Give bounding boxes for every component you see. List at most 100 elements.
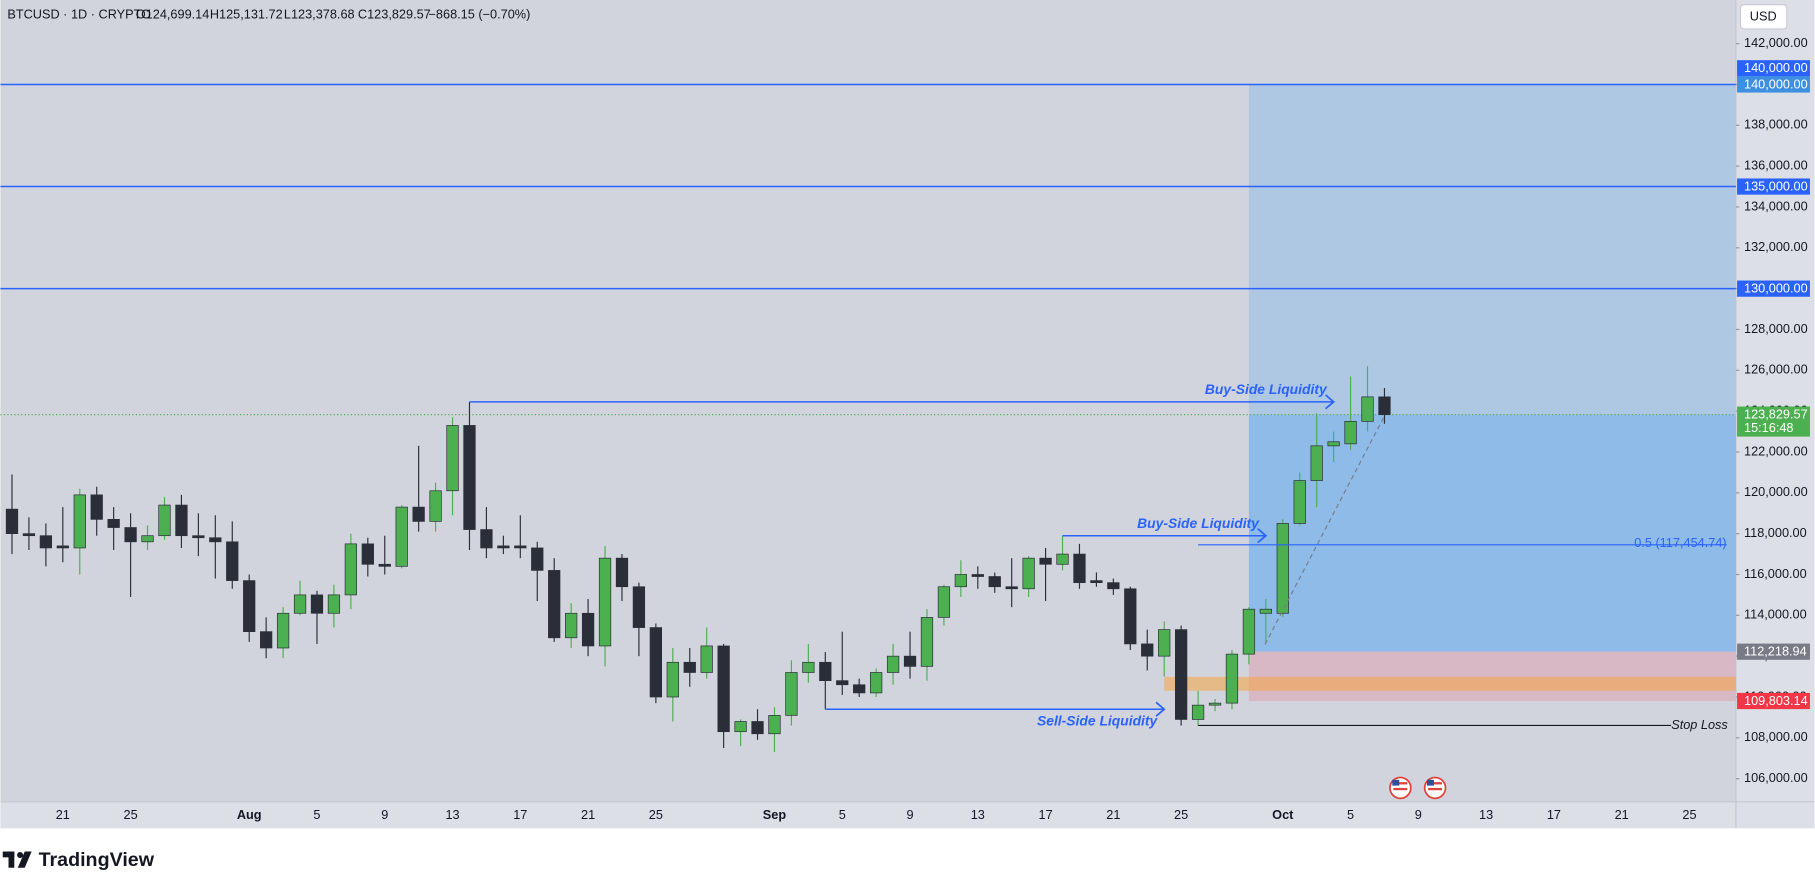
y-tick-label: 136,000.00 xyxy=(1744,157,1808,172)
entry-badge xyxy=(1737,643,1810,660)
x-tick-label: 13 xyxy=(1479,807,1493,822)
currency-button[interactable] xyxy=(1739,4,1788,30)
y-tick-label: 116,000.00 xyxy=(1744,566,1807,581)
candle-body xyxy=(1158,629,1171,657)
y-tick-label: 122,000.00 xyxy=(1744,443,1808,458)
x-tick-label: 25 xyxy=(649,807,663,822)
countdown-label: 15:16:48 xyxy=(1744,420,1794,435)
candle-body xyxy=(327,594,341,614)
candle-body xyxy=(446,425,459,492)
candle-body xyxy=(1242,608,1256,655)
symbol-header: BTCUSD · 1D · CRYPTO O124,699.14 H125,13… xyxy=(7,6,530,21)
logo-part xyxy=(8,851,15,868)
candle-body xyxy=(1378,396,1391,415)
candle-body xyxy=(429,490,442,522)
event-flags xyxy=(1389,776,1447,800)
brand[interactable]: TradingView xyxy=(39,849,155,871)
candle-body xyxy=(1344,421,1357,445)
footer xyxy=(0,828,1815,877)
x-tick-label: 9 xyxy=(381,807,388,822)
candle-body xyxy=(666,661,679,698)
target-zone xyxy=(1248,84,1736,415)
candle-body xyxy=(700,645,713,673)
candle-body xyxy=(615,557,629,588)
candle-body xyxy=(1022,557,1035,590)
y-tick-label: 128,000.00 xyxy=(1744,321,1808,336)
symbol[interactable]: BTCUSD · 1D · CRYPTO xyxy=(7,6,151,21)
y-tick-label: 108,000.00 xyxy=(1744,729,1808,744)
ohlc-close: C123,829.57 xyxy=(358,6,431,21)
candle-body xyxy=(971,574,984,577)
level-badge-label: 140,000.00 xyxy=(1744,60,1808,75)
x-tick-label: 5 xyxy=(313,807,320,822)
brand-logo: TradingView xyxy=(2,849,155,871)
logo-part xyxy=(17,852,24,859)
candle-body xyxy=(1225,653,1239,704)
current-price-badge xyxy=(1737,406,1810,437)
candle-body xyxy=(1039,557,1052,565)
candle-body xyxy=(56,545,69,549)
candle-body xyxy=(988,576,1001,588)
candle-body xyxy=(870,672,883,694)
candle-body xyxy=(344,543,358,596)
candle-body xyxy=(1191,704,1205,720)
drawing-layer: Buy-Side Liquidity Buy-Side Liquidity Sell… xyxy=(0,35,1810,822)
level-badge xyxy=(1737,280,1810,297)
x-tick-label: 25 xyxy=(1174,807,1188,822)
candle-body xyxy=(751,721,764,735)
candle-body xyxy=(598,557,612,647)
level-badge xyxy=(1737,178,1810,195)
y-tick-label: 114,000.00 xyxy=(1744,607,1807,622)
level-badge-label: 130,000.00 xyxy=(1744,281,1808,296)
y-tick-label: 106,000.00 xyxy=(1744,770,1808,785)
ohlc-low: L123,378.68 xyxy=(284,6,355,21)
candle-body xyxy=(717,645,730,733)
candle-body xyxy=(1259,608,1272,614)
stop-badge-label: 109,803.14 xyxy=(1744,693,1808,708)
stop-badge xyxy=(1737,692,1810,710)
target-badge xyxy=(1737,76,1810,93)
candle-body xyxy=(1208,702,1222,706)
candle-body xyxy=(463,425,476,530)
candle-body xyxy=(192,535,205,539)
candle-body xyxy=(395,506,408,567)
x-tick-label: 9 xyxy=(906,807,913,822)
candle-body xyxy=(954,574,967,588)
y-tick-label: 126,000.00 xyxy=(1744,362,1808,377)
liquidity-label: Buy-Side Liquidity xyxy=(1137,515,1260,531)
logo-part xyxy=(2,851,15,858)
x-tick-label: 13 xyxy=(971,807,985,822)
candle-body xyxy=(581,612,595,647)
candle-body xyxy=(836,680,849,686)
y-tick-label: 120,000.00 xyxy=(1744,484,1808,499)
fib-label: 0.5 (117,454.74) xyxy=(1634,535,1726,550)
candle-body xyxy=(819,661,832,682)
x-tick-label: 21 xyxy=(1615,807,1629,822)
logo-part xyxy=(17,851,32,868)
change: −868.15 (−0.70%) xyxy=(429,6,531,21)
candle-body xyxy=(293,594,307,614)
flag-stripe xyxy=(1393,787,1408,791)
x-tick-label: 21 xyxy=(581,807,595,822)
x-tick-label: 5 xyxy=(839,807,846,822)
candle-body xyxy=(1073,553,1086,584)
x-tick-label: 13 xyxy=(445,807,459,822)
y-tick-label: 118,000.00 xyxy=(1744,525,1807,540)
candle-body xyxy=(175,504,188,537)
candle-body xyxy=(565,612,578,639)
x-tick-label: 25 xyxy=(1682,807,1696,822)
candle-body xyxy=(903,655,917,667)
candle-body xyxy=(1090,580,1103,584)
x-tick-label: 9 xyxy=(1415,807,1422,822)
candle-body xyxy=(107,519,120,528)
candle-body xyxy=(1141,643,1154,657)
current-price-label: 123,829.57 xyxy=(1744,407,1808,422)
candle-body xyxy=(39,535,53,549)
x-tick-label: 17 xyxy=(1547,807,1561,822)
candle-body xyxy=(243,580,256,633)
candle-body xyxy=(734,721,747,733)
candle-body xyxy=(209,537,222,543)
ohlc-open: O124,699.14 xyxy=(136,6,210,21)
